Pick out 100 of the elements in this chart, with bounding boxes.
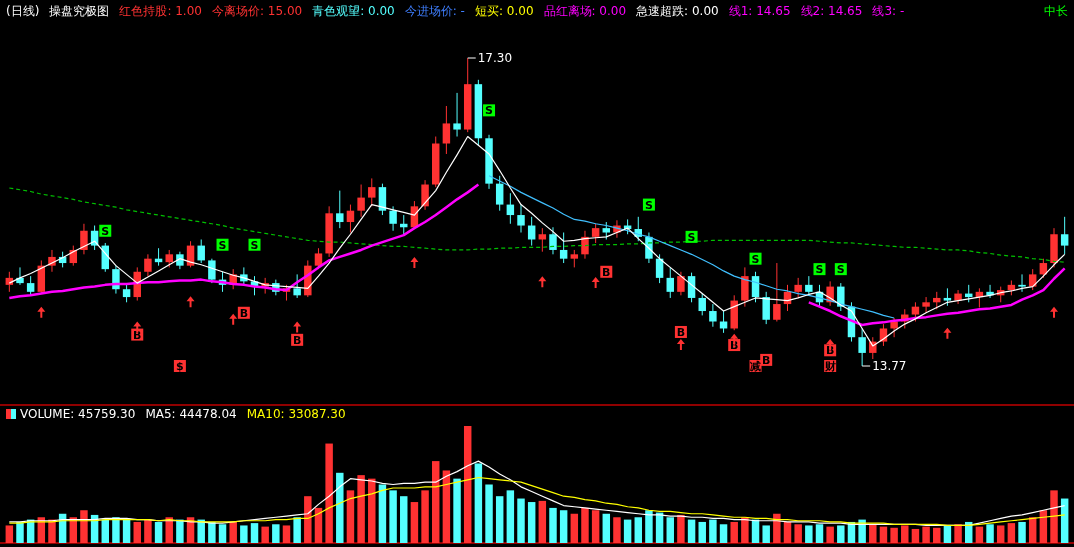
- candlestick: [357, 184, 365, 218]
- bar: [666, 517, 674, 543]
- bar: [272, 524, 280, 543]
- bar: [741, 517, 749, 543]
- candlestick: [346, 204, 355, 233]
- bar: [762, 525, 770, 543]
- candlestick: [389, 205, 397, 232]
- text: 线2: 14.65: [800, 4, 863, 18]
- bar: [517, 498, 525, 543]
- candlestick: [911, 301, 920, 322]
- bar: [1018, 521, 1026, 543]
- data-label: B: [133, 328, 142, 342]
- bar: [474, 463, 483, 543]
- point: [676, 339, 685, 351]
- bar: [709, 519, 717, 543]
- bar: [101, 519, 109, 543]
- candlestick: [495, 175, 504, 212]
- bar: [16, 521, 24, 543]
- bar: [1050, 490, 1058, 543]
- bar: [826, 526, 834, 543]
- candlestick: [197, 238, 205, 264]
- bar: [901, 525, 909, 543]
- bar: [410, 502, 419, 543]
- text: 中长: [1044, 4, 1068, 18]
- bar: [677, 514, 685, 543]
- bar: [581, 507, 589, 543]
- bar: [570, 513, 579, 543]
- bar: [549, 507, 557, 543]
- bar: [783, 521, 792, 543]
- candlestick: [837, 282, 845, 312]
- text: 今离场价: 15.00: [211, 4, 303, 18]
- bar: [890, 527, 898, 543]
- bar: [911, 528, 920, 543]
- data-label: S: [687, 230, 696, 244]
- bar: [378, 484, 387, 543]
- bar: [218, 524, 227, 543]
- bar: [453, 478, 461, 543]
- bar: [463, 426, 472, 543]
- bar: [442, 470, 451, 543]
- candlestick: [26, 275, 35, 296]
- candlestick: [794, 277, 802, 299]
- bar: [634, 517, 642, 543]
- candlestick: [1018, 273, 1026, 293]
- bar: [730, 521, 738, 543]
- bar: [922, 526, 930, 543]
- data-label: B: [292, 333, 302, 347]
- data-label: S: [644, 198, 653, 212]
- candlestick: [922, 296, 930, 314]
- candlestick: [80, 223, 88, 255]
- point: [943, 327, 952, 339]
- legend-label: VOLUME: 45759.30: [20, 407, 136, 421]
- bar: [1007, 523, 1016, 543]
- candlestick: [378, 183, 387, 216]
- bar: [687, 519, 696, 543]
- bar: [794, 524, 802, 543]
- bar: [495, 496, 504, 543]
- bar: [80, 510, 88, 543]
- text: MA10: 33087.30: [246, 407, 346, 421]
- candlestick: [538, 227, 547, 253]
- text: 红色持股: 1.00: [119, 4, 202, 18]
- bar: [336, 472, 344, 543]
- point: [1050, 306, 1059, 318]
- bar: [613, 517, 621, 543]
- annotation: 13.77: [872, 359, 907, 373]
- point: [538, 276, 547, 288]
- data-label: S: [218, 238, 227, 252]
- bar: [943, 525, 952, 543]
- candlestick: [858, 327, 866, 367]
- candlestick: [677, 271, 685, 296]
- data-label: B: [602, 265, 611, 279]
- data-label: S: [815, 263, 824, 277]
- bar: [591, 510, 600, 543]
- candlestick: [805, 275, 813, 296]
- text: 今进场价: -: [404, 4, 465, 18]
- bar: [250, 523, 259, 543]
- bar: [240, 525, 248, 543]
- text: 线3: -: [872, 4, 905, 18]
- bar: [975, 526, 984, 543]
- bar: [208, 521, 216, 543]
- candlestick: [698, 293, 706, 316]
- bar: [389, 490, 397, 543]
- bar: [698, 521, 706, 543]
- bar: [293, 517, 301, 543]
- candlestick: [336, 190, 344, 229]
- bar: [815, 524, 824, 543]
- candlestick: [666, 266, 674, 299]
- bar: [996, 525, 1005, 543]
- data-label: S: [751, 252, 760, 266]
- chart-title: 操盘究极图: [49, 4, 110, 18]
- bar: [645, 510, 653, 543]
- candlestick: [506, 192, 515, 225]
- bar: [773, 513, 781, 543]
- point: [293, 321, 302, 333]
- bar: [261, 526, 269, 543]
- point: [37, 306, 46, 318]
- bar: [602, 513, 611, 543]
- candlestick: [581, 230, 589, 260]
- candlestick: [144, 253, 152, 277]
- bar: [869, 524, 877, 543]
- candlestick: [655, 253, 664, 284]
